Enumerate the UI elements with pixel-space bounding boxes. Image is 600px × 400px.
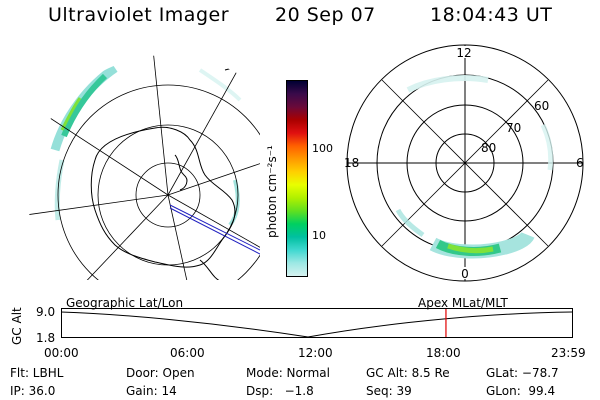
geo-map-label: Geographic Lat/Lon — [66, 296, 184, 310]
gain-status: Gain: 14 — [126, 384, 177, 398]
mode-status: Mode: Normal — [246, 366, 330, 380]
apex-polar-map: 12 0 18 6 60 70 80 — [344, 44, 584, 282]
filter-status: Flt: LBHL — [10, 366, 64, 380]
dsp-status: Dsp: −1.8 — [246, 384, 314, 398]
glon-status: GLon: 99.4 — [486, 384, 556, 398]
ip-status: IP: 36.0 — [10, 384, 56, 398]
mlat-label-60: 60 — [534, 99, 549, 113]
colorbar-tick-10: 10 — [312, 229, 326, 242]
time-tick-0600: 06:00 — [170, 346, 205, 360]
colorbar — [286, 80, 308, 277]
mlt-label-6: 6 — [576, 156, 584, 170]
geographic-map — [28, 55, 260, 280]
alt-tick-max: 9.0 — [36, 305, 56, 319]
mlat-label-80: 80 — [481, 141, 496, 155]
alt-tick-min: 1.8 — [36, 331, 56, 345]
gc-alt-status: GC Alt: 8.5 Re — [366, 366, 450, 380]
mlt-label-0: 0 — [461, 267, 469, 281]
antarctica-coastline — [90, 126, 236, 268]
altitude-timeline — [61, 308, 573, 338]
observation-date: 20 Sep 07 — [275, 4, 376, 26]
time-tick-1200: 12:00 — [298, 346, 333, 360]
mlt-label-12: 12 — [456, 46, 471, 60]
time-tick-1800: 18:00 — [426, 346, 461, 360]
time-tick-0000: 00:00 — [44, 346, 79, 360]
altitude-curve — [61, 311, 573, 338]
colorbar-tick-100: 100 — [312, 142, 333, 155]
apex-map-label: Apex MLat/MLT — [418, 296, 508, 310]
observation-time: 18:04:43 UT — [430, 4, 553, 26]
seq-status: Seq: 39 — [366, 384, 412, 398]
glat-status: GLat: −78.7 — [486, 366, 559, 380]
orbit-track — [169, 204, 260, 251]
door-status: Door: Open — [126, 366, 195, 380]
auroral-emission — [50, 64, 118, 152]
gc-alt-axis-label: GC Alt — [10, 307, 24, 345]
colorbar-unit-label: photon cm⁻²s⁻¹ — [265, 145, 279, 238]
time-tick-2359: 23:59 — [551, 346, 586, 360]
mlat-label-70: 70 — [506, 121, 521, 135]
mlt-label-18: 18 — [344, 156, 359, 170]
instrument-title: Ultraviolet Imager — [48, 4, 230, 26]
